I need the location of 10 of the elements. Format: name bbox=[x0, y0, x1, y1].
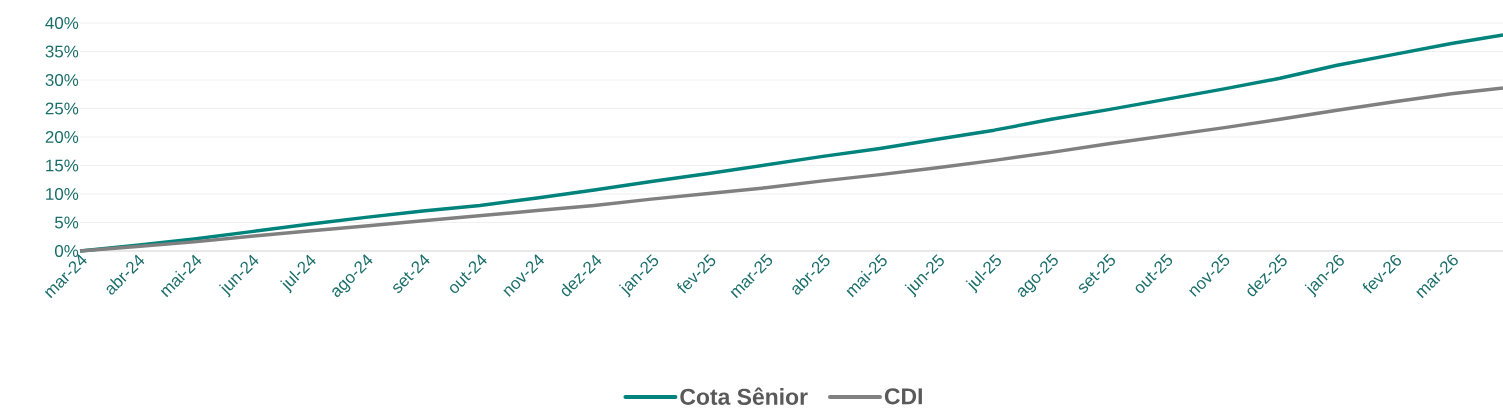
y-tick-label: 30% bbox=[45, 74, 79, 86]
y-tick-label: 15% bbox=[46, 159, 79, 172]
y-tick-label: 35% bbox=[45, 45, 79, 58]
y-tick-label: 10% bbox=[46, 188, 79, 200]
y-tick-label: 40% bbox=[45, 17, 79, 29]
y-tick-label: 5% bbox=[55, 216, 79, 229]
y-tick-label: 20% bbox=[45, 131, 79, 143]
legend-label: CDI bbox=[884, 388, 922, 405]
legend-label: Cota Sênior bbox=[680, 387, 808, 405]
y-tick-label: 25% bbox=[45, 102, 79, 115]
